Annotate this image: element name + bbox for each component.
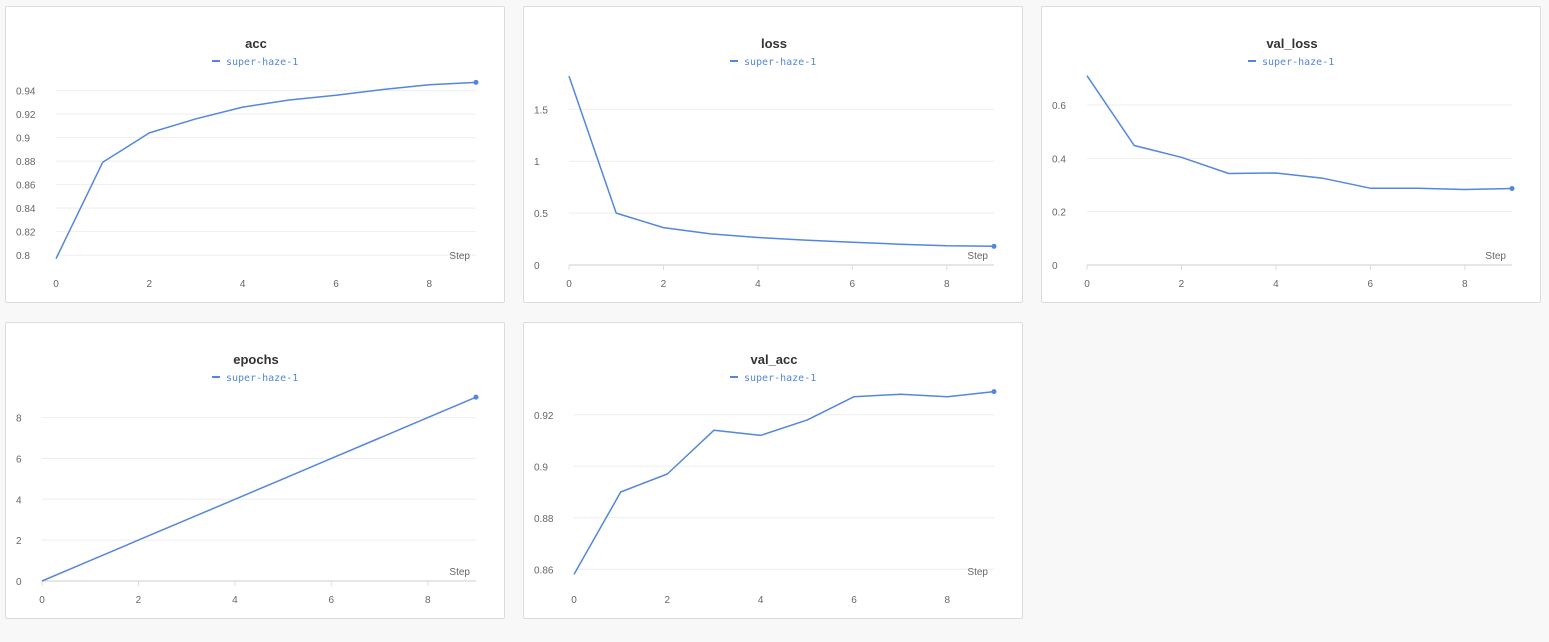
x-axis-title: Step (449, 251, 470, 262)
chart-panel-val-acc[interactable]: val_acc super-haze-1 0.86 0.88 0.9 0.92 0 2 4 6 8 S… (523, 322, 1023, 619)
y-tick-label: 0.94 (16, 87, 36, 98)
y-tick-label: 2 (16, 536, 22, 547)
series-end-point[interactable] (473, 79, 479, 85)
x-tick-label: 4 (240, 279, 246, 290)
series-line[interactable] (1086, 75, 1513, 191)
x-axis-title: Step (1485, 251, 1506, 262)
y-tick-label: 0 (534, 261, 540, 272)
x-tick-label: 2 (665, 595, 671, 606)
y-tick-label: 0.86 (16, 181, 36, 192)
chart-panel-loss[interactable]: loss super-haze-1 0 0.5 1 1.5 0 2 4 6 8 Step (523, 6, 1023, 303)
x-tick-label: 4 (755, 279, 761, 290)
y-tick-label: 0.92 (534, 411, 554, 422)
y-tick-label: 0.4 (1052, 154, 1066, 165)
legend-label: super-haze-1 (744, 57, 816, 68)
chart-svg: val_acc super-haze-1 0.86 0.88 0.9 0.92 0 2 4 6 8 S… (534, 352, 997, 606)
x-tick-label: 0 (1084, 279, 1090, 290)
series-end-point[interactable] (473, 394, 479, 400)
x-axis-title: Step (967, 251, 988, 262)
y-tick-label: 0.2 (1052, 208, 1066, 219)
chart-title: val_acc (751, 352, 798, 367)
chart-panel-val-loss[interactable]: val_loss super-haze-1 0 0.2 0.4 0.6 0 2 4 6 8 Step (1041, 6, 1541, 303)
series-line[interactable] (568, 75, 995, 248)
legend-item[interactable]: super-haze-1 (730, 373, 816, 384)
x-tick-label: 2 (661, 279, 667, 290)
legend-item[interactable]: super-haze-1 (212, 57, 298, 68)
x-tick-label: 6 (850, 279, 856, 290)
x-tick-label: 2 (147, 279, 153, 290)
chart-svg: loss super-haze-1 0 0.5 1 1.5 0 2 4 6 8 Step (534, 36, 997, 290)
x-axis-title: Step (967, 567, 988, 578)
y-tick-label: 0.92 (16, 110, 36, 121)
series-line[interactable] (41, 396, 477, 582)
chart-svg: acc super-haze-1 0.8 0.82 0.84 0.86 0.88 0.9 0.9… (16, 36, 479, 290)
y-tick-label: 0 (1052, 261, 1058, 272)
chart-panel-epochs[interactable]: epochs super-haze-1 0 2 4 6 8 0 2 4 6 8 Step (5, 322, 505, 619)
legend-label: super-haze-1 (226, 57, 298, 68)
series-line[interactable] (573, 390, 995, 575)
x-tick-label: 8 (944, 279, 950, 290)
x-tick-label: 6 (851, 595, 857, 606)
x-tick-label: 4 (1273, 279, 1279, 290)
y-tick-label: 0.9 (534, 462, 548, 473)
chart-title: val_loss (1266, 36, 1317, 51)
y-tick-label: 8 (16, 414, 22, 425)
x-tick-label: 0 (39, 595, 45, 606)
chart-title: acc (245, 36, 267, 51)
x-tick-label: 6 (1368, 279, 1374, 290)
y-tick-label: 6 (16, 454, 22, 465)
x-tick-label: 2 (136, 595, 142, 606)
series-end-point[interactable] (991, 243, 997, 249)
y-tick-label: 0.8 (16, 251, 30, 262)
x-tick-label: 0 (571, 595, 577, 606)
x-tick-label: 8 (427, 279, 433, 290)
x-tick-label: 0 (566, 279, 572, 290)
series-line[interactable] (55, 81, 477, 260)
x-tick-label: 8 (945, 595, 951, 606)
y-tick-label: 0.6 (1052, 101, 1066, 112)
chart-panel-acc[interactable]: acc super-haze-1 0.8 0.82 0.84 0.86 0.88 0.9 0.9… (5, 6, 505, 303)
y-tick-label: 1.5 (534, 105, 548, 116)
y-tick-label: 0.82 (16, 228, 36, 239)
series-end-point[interactable] (991, 389, 997, 395)
legend-label: super-haze-1 (226, 373, 298, 384)
x-tick-label: 4 (232, 595, 238, 606)
y-tick-label: 4 (16, 495, 22, 506)
series-end-point[interactable] (1509, 185, 1515, 191)
y-tick-label: 0.5 (534, 209, 548, 220)
chart-title: epochs (233, 352, 279, 367)
y-tick-label: 0.88 (534, 514, 554, 525)
x-axis-title: Step (449, 567, 470, 578)
y-tick-label: 0 (16, 577, 22, 588)
legend-item[interactable]: super-haze-1 (212, 373, 298, 384)
y-tick-label: 0.84 (16, 204, 36, 215)
x-tick-label: 4 (758, 595, 764, 606)
x-tick-label: 6 (333, 279, 339, 290)
x-tick-label: 8 (425, 595, 431, 606)
x-tick-label: 2 (1179, 279, 1185, 290)
y-tick-label: 0.86 (534, 565, 554, 576)
x-tick-label: 8 (1462, 279, 1468, 290)
y-tick-label: 0.88 (16, 157, 36, 168)
legend-item[interactable]: super-haze-1 (1248, 57, 1334, 68)
legend-label: super-haze-1 (744, 373, 816, 384)
chart-svg: epochs super-haze-1 0 2 4 6 8 0 2 4 6 8 Step (16, 352, 479, 606)
chart-title: loss (761, 36, 787, 51)
legend-label: super-haze-1 (1262, 57, 1334, 68)
legend-item[interactable]: super-haze-1 (730, 57, 816, 68)
x-tick-label: 6 (329, 595, 335, 606)
x-tick-label: 0 (53, 279, 59, 290)
y-tick-label: 1 (534, 157, 540, 168)
chart-svg: val_loss super-haze-1 0 0.2 0.4 0.6 0 2 4 6 8 Step (1052, 36, 1515, 290)
y-tick-label: 0.9 (16, 134, 30, 145)
